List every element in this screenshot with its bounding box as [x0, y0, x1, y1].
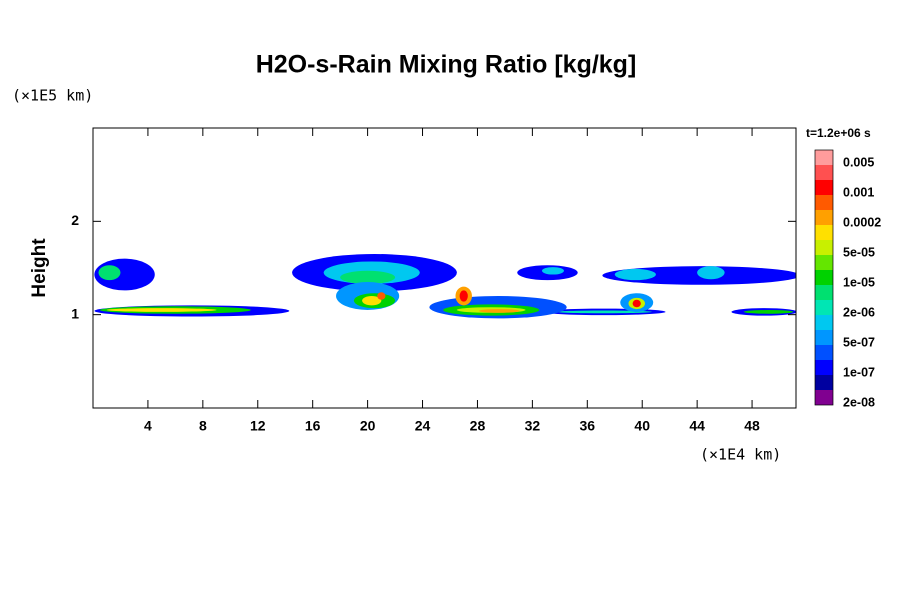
colorbar-swatch — [815, 150, 833, 165]
y-tick-label: 2 — [71, 212, 79, 228]
colorbar-label: 0.001 — [843, 185, 874, 199]
y-tick-label: 1 — [71, 305, 79, 321]
plot-frame — [92, 127, 797, 409]
colorbar-swatch — [815, 345, 833, 360]
colorbar-swatch — [815, 255, 833, 270]
colorbar-swatch — [815, 390, 833, 405]
colorbar-swatch — [815, 375, 833, 390]
x-tick-label: 20 — [360, 418, 376, 434]
colorbar-swatch — [815, 240, 833, 255]
colorbar-swatch — [815, 180, 833, 195]
x-unit: (×1E4 km) — [700, 446, 781, 464]
contour-region — [98, 265, 121, 281]
contour-region — [362, 296, 382, 306]
colorbar-label: 0.0002 — [843, 215, 881, 229]
contour-region — [743, 310, 794, 314]
x-tick-label: 40 — [634, 418, 650, 434]
colorbar-swatch — [815, 225, 833, 240]
colorbar-label: 0.005 — [843, 155, 874, 169]
x-tick-label: 24 — [415, 418, 431, 434]
colorbar-swatch — [815, 360, 833, 375]
colorbar-label: 5e-05 — [843, 245, 875, 259]
colorbar-label: 5e-07 — [843, 335, 875, 349]
colorbar-label: 1e-05 — [843, 275, 875, 289]
colorbar-swatch — [815, 285, 833, 300]
y-unit: (×1E5 km) — [12, 87, 93, 105]
contour-region — [614, 268, 656, 281]
x-tick-label: 48 — [744, 418, 760, 434]
y-axis-label: Height — [29, 238, 50, 298]
contour-region — [541, 267, 564, 275]
x-tick-label: 8 — [199, 418, 207, 434]
colorbar-label: 2e-06 — [843, 305, 875, 319]
colorbar-frame — [814, 149, 834, 406]
colorbar-swatch — [815, 300, 833, 315]
x-tick-label: 32 — [525, 418, 541, 434]
contour-region — [632, 299, 641, 308]
colorbar-swatch — [815, 315, 833, 330]
colorbar-label: 1e-07 — [843, 365, 875, 379]
colorbar-swatch — [815, 210, 833, 225]
colorbar-swatch — [815, 165, 833, 180]
colorbar-swatch — [815, 270, 833, 285]
colorbar-swatch — [815, 195, 833, 210]
colorbar-label: 2e-08 — [843, 395, 875, 409]
x-tick-label: 12 — [250, 418, 266, 434]
contour-region — [459, 290, 468, 302]
contour-field — [94, 253, 796, 319]
x-tick-label: 36 — [580, 418, 596, 434]
x-tick-label: 28 — [470, 418, 486, 434]
x-tick-label: 16 — [305, 418, 321, 434]
x-tick-label: 44 — [689, 418, 705, 434]
contour-region — [697, 266, 725, 280]
chart-title: H2O-s-Rain Mixing Ratio [kg/kg] — [256, 51, 637, 79]
contour-region — [106, 308, 217, 312]
contour-region — [377, 292, 386, 300]
x-tick-label: 4 — [144, 418, 152, 434]
contour-region — [340, 270, 396, 284]
colorbar-title: t=1.2e+06 s — [806, 126, 871, 140]
contour-region — [555, 310, 652, 314]
colorbar-swatch — [815, 330, 833, 345]
contour-region — [478, 309, 521, 313]
